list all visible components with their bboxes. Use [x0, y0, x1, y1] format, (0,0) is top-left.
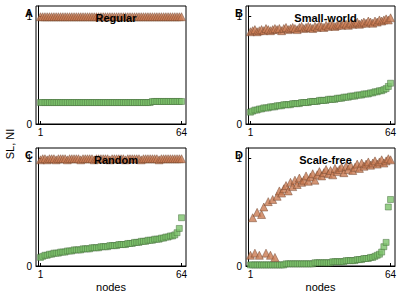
svg-text:0: 0: [236, 261, 242, 272]
svg-text:1: 1: [38, 269, 44, 280]
svg-text:Scale-free: Scale-free: [299, 154, 352, 166]
svg-text:0: 0: [26, 261, 32, 272]
svg-text:64: 64: [176, 269, 188, 280]
svg-text:A: A: [25, 7, 33, 19]
svg-text:64: 64: [176, 127, 188, 138]
svg-text:64: 64: [385, 269, 397, 280]
svg-text:B: B: [235, 7, 243, 19]
svg-text:0: 0: [26, 119, 32, 130]
svg-text:Regular: Regular: [96, 12, 138, 24]
svg-text:1: 1: [248, 269, 254, 280]
svg-text:64: 64: [385, 127, 397, 138]
svg-text:0: 0: [236, 119, 242, 130]
svg-text:C: C: [25, 149, 33, 161]
svg-text:1: 1: [248, 127, 254, 138]
svg-text:D: D: [235, 149, 243, 161]
svg-text:1: 1: [38, 127, 44, 138]
svg-text:nodes: nodes: [96, 281, 126, 293]
svg-text:Random: Random: [94, 154, 138, 166]
svg-text:SL, NI: SL, NI: [4, 129, 16, 160]
svg-text:Small-world: Small-world: [294, 12, 356, 24]
svg-text:nodes: nodes: [306, 281, 336, 293]
